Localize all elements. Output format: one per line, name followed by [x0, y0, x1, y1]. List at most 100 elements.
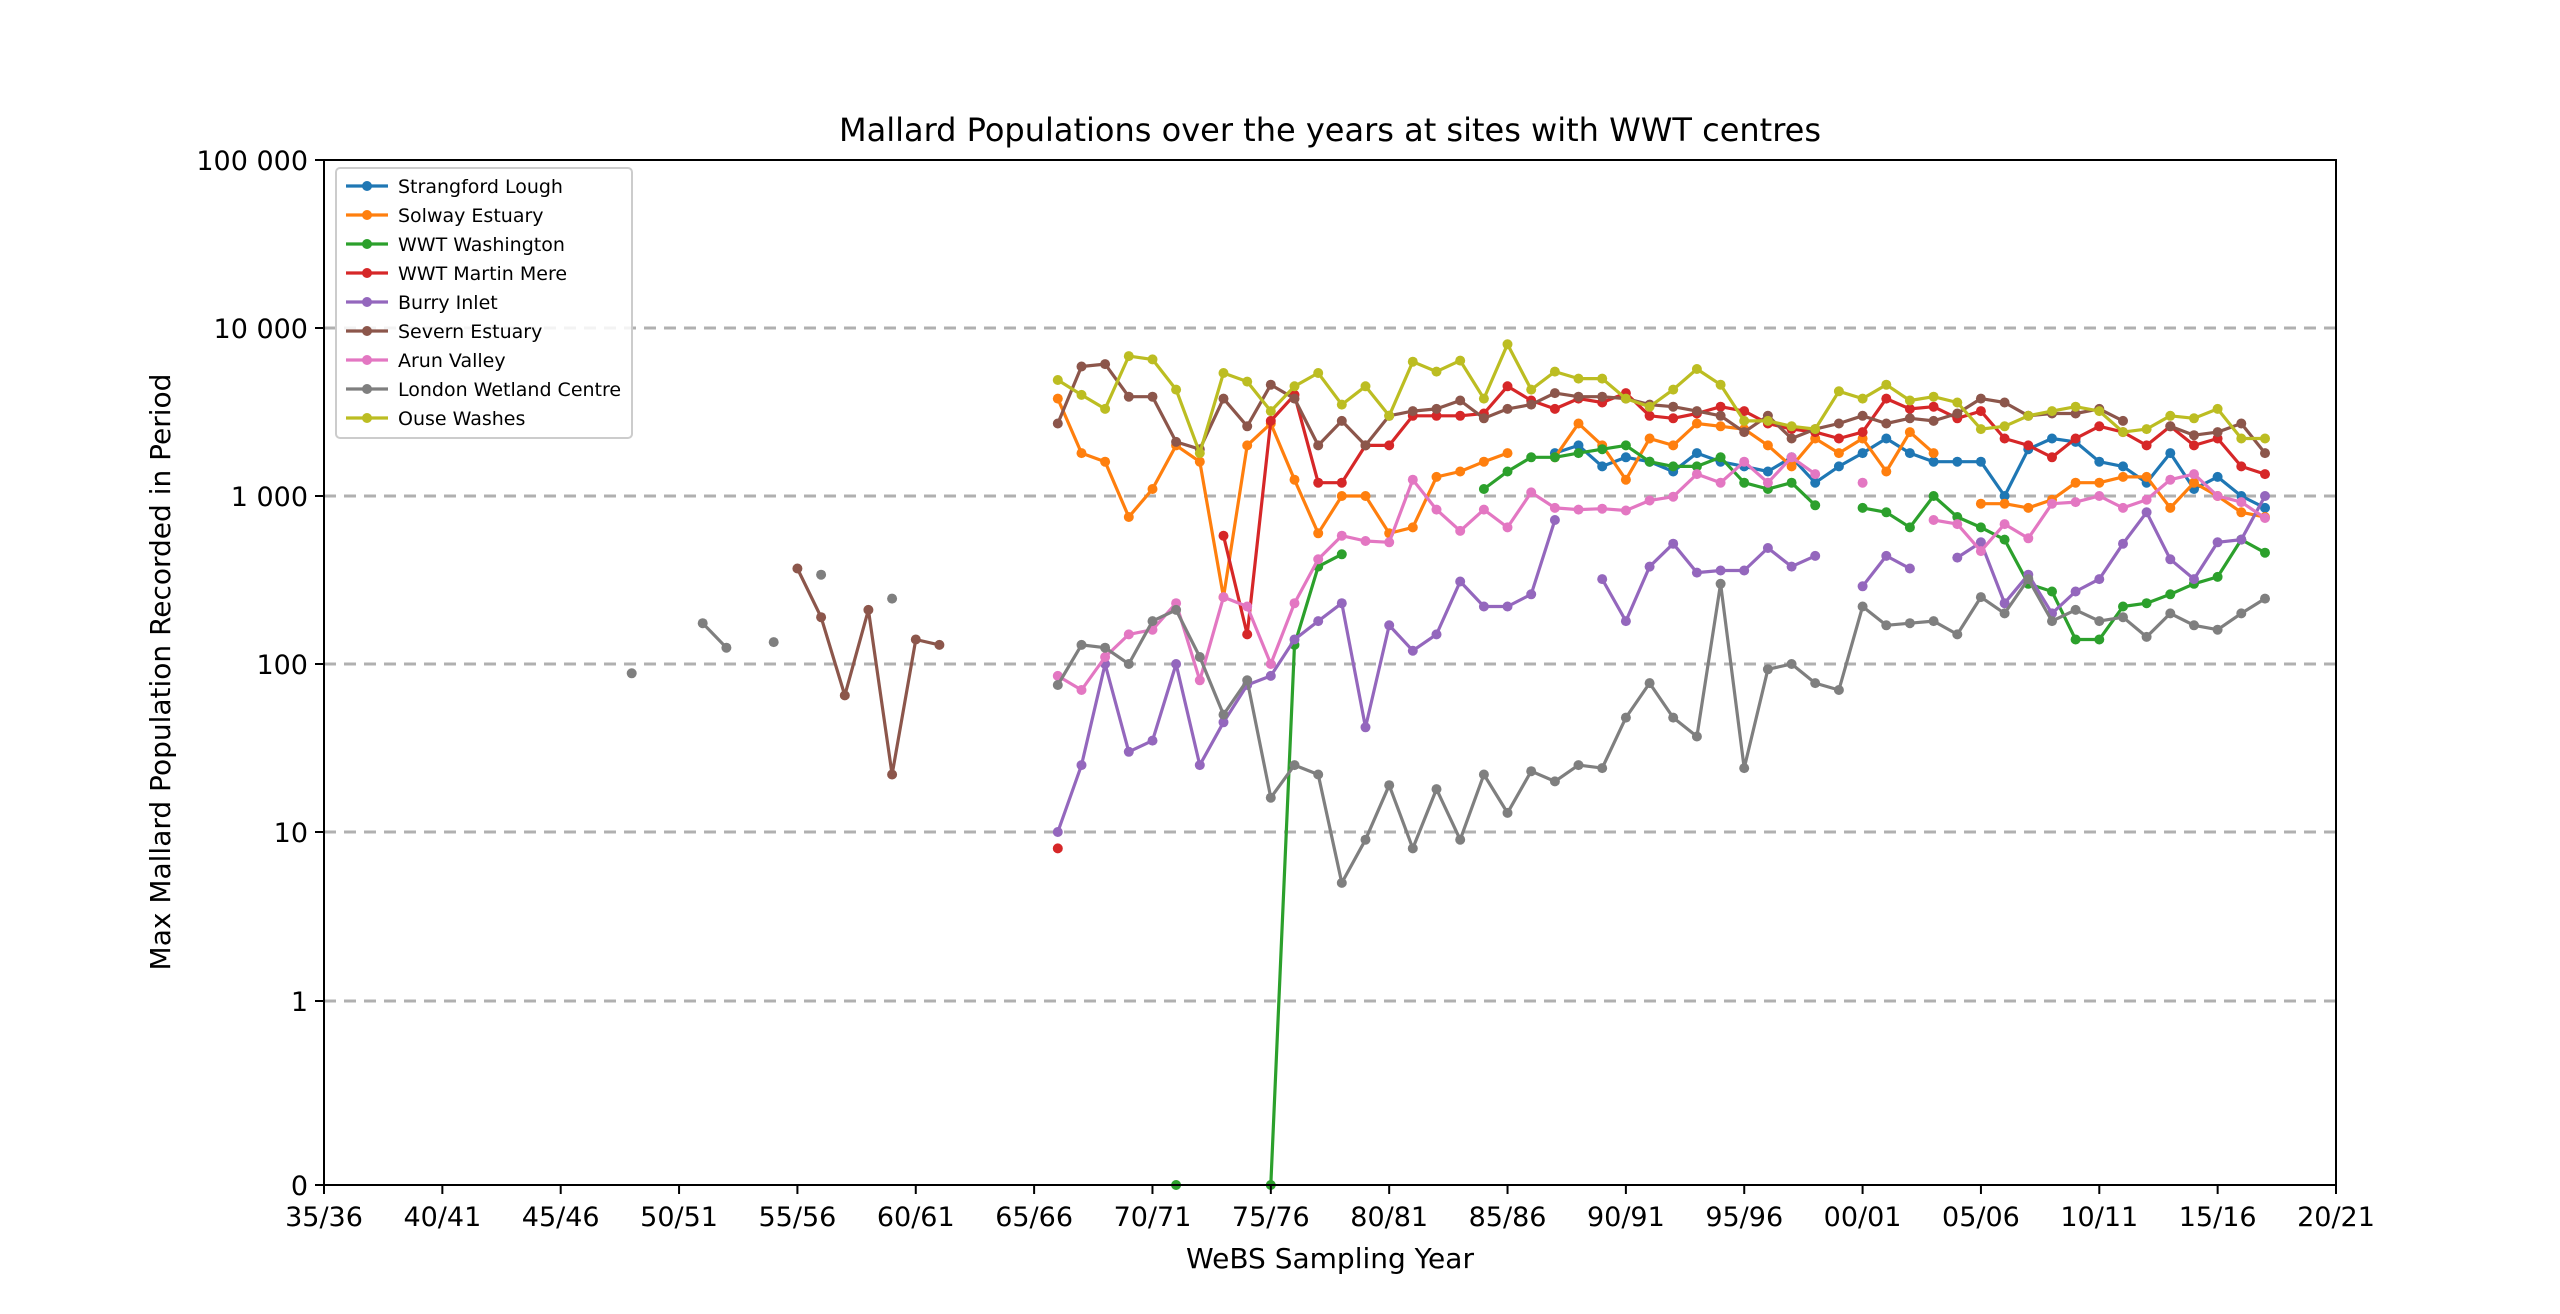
data-point: [2070, 477, 2081, 488]
data-point: [1123, 391, 1134, 402]
data-point: [768, 637, 779, 648]
data-point: [1975, 393, 1986, 404]
data-point: [1597, 763, 1608, 774]
data-point: [1549, 403, 1560, 414]
data-point: [2118, 601, 2128, 612]
data-point: [2212, 471, 2223, 482]
data-point: [2212, 491, 2223, 501]
data-point: [1739, 415, 1750, 426]
x-tick-label: 70/71: [1114, 1202, 1192, 1233]
data-point: [1620, 474, 1631, 485]
data-point: [1786, 659, 1797, 669]
legend-item: Solway Estuary: [346, 205, 544, 227]
data-point: [1194, 652, 1205, 662]
data-point: [1360, 440, 1371, 451]
data-point: [1384, 440, 1395, 451]
data-point: [1999, 498, 2010, 509]
data-point: [2070, 634, 2081, 645]
data-point: [1502, 522, 1513, 533]
y-axis-label: Max Mallard Population Recorded in Perio…: [144, 374, 177, 971]
data-point: [1526, 487, 1537, 498]
data-point: [1218, 393, 1229, 404]
data-point: [1194, 448, 1205, 459]
legend-marker: [362, 268, 372, 278]
data-point: [2212, 403, 2223, 414]
data-point: [1076, 760, 1087, 771]
data-point: [2141, 494, 2152, 505]
data-point: [1857, 410, 1868, 421]
data-point: [2023, 574, 2034, 585]
data-point: [1904, 522, 1915, 533]
data-point: [1881, 466, 1892, 477]
data-point: [1975, 537, 1986, 548]
data-point: [2118, 612, 2128, 623]
data-point: [1478, 601, 1489, 612]
series-line: [1269, 552, 1343, 1186]
x-axis-label: WeBS Sampling Year: [1186, 1242, 1474, 1275]
legend-label: Ouse Washes: [398, 408, 525, 430]
data-point: [1289, 381, 1300, 392]
legend-marker: [362, 210, 372, 220]
series-layer: [626, 339, 2270, 1190]
data-point: [1242, 376, 1253, 387]
x-tick-label: 00/01: [1824, 1202, 1902, 1233]
data-point: [1455, 355, 1466, 366]
data-point: [1786, 477, 1797, 488]
data-point: [1360, 491, 1371, 501]
data-point: [1526, 384, 1537, 395]
data-point: [2189, 574, 2199, 585]
legend-marker: [362, 355, 372, 365]
data-point: [1549, 366, 1560, 377]
data-point: [1289, 474, 1300, 485]
data-point: [2094, 421, 2105, 432]
data-point: [1052, 393, 1063, 404]
legend-item: Arun Valley: [346, 350, 506, 372]
data-point: [1147, 616, 1158, 627]
legend-item: London Wetland Centre: [346, 379, 621, 401]
data-point: [1597, 444, 1608, 455]
data-point: [1597, 373, 1608, 384]
y-tick-label: 1 000: [231, 482, 308, 513]
data-point: [2070, 401, 2081, 412]
data-point: [1289, 760, 1300, 771]
series-line: [1956, 495, 2267, 616]
data-point: [1573, 418, 1584, 429]
data-point: [2118, 461, 2128, 472]
data-point: [1691, 448, 1702, 459]
data-point: [1076, 389, 1087, 400]
data-point: [2165, 474, 2176, 485]
data-point: [1999, 397, 2010, 408]
x-tick-label: 20/21: [2297, 1202, 2375, 1233]
legend-label: WWT Martin Mere: [398, 263, 567, 285]
data-point: [1526, 399, 1537, 410]
data-point: [1999, 421, 2010, 432]
data-point: [1904, 563, 1915, 574]
data-point: [2023, 410, 2034, 421]
legend-box: [335, 167, 633, 439]
data-point: [1313, 440, 1324, 451]
data-point: [1620, 616, 1631, 627]
data-point: [1762, 477, 1773, 488]
data-point: [792, 563, 803, 574]
data-point: [2189, 620, 2199, 631]
data-point: [1052, 375, 1063, 385]
data-point: [1076, 685, 1087, 695]
data-point: [1478, 504, 1489, 515]
data-point: [2189, 469, 2199, 480]
x-tick-label: 45/46: [522, 1202, 600, 1233]
data-point: [1691, 731, 1702, 742]
data-point: [2260, 513, 2270, 523]
data-point: [2047, 616, 2057, 627]
data-point: [1952, 629, 1963, 640]
data-point: [697, 618, 708, 629]
data-point: [1171, 604, 1182, 615]
data-point: [1549, 502, 1560, 513]
data-point: [1786, 452, 1797, 463]
data-point: [2094, 616, 2105, 627]
data-point: [2260, 502, 2270, 513]
data-point: [1881, 620, 1892, 631]
data-point: [1881, 393, 1892, 404]
data-point: [1123, 512, 1134, 522]
data-point: [1289, 598, 1300, 609]
